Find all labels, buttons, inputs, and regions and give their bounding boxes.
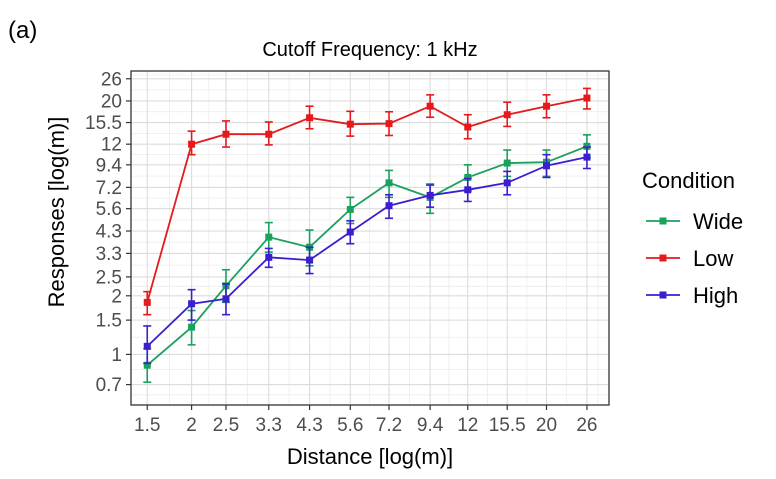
data-point [188, 300, 196, 308]
data-point [265, 253, 273, 261]
x-tick-label: 2.5 [213, 415, 239, 436]
y-tick-label: 15.5 [85, 113, 122, 134]
legend-key-marker [659, 291, 667, 299]
legend-label: Wide [693, 209, 743, 234]
x-tick-label: 9.4 [417, 415, 444, 436]
y-tick-label: 7.2 [96, 178, 122, 199]
data-point [306, 114, 314, 122]
y-tick-label: 2 [111, 286, 122, 307]
data-point [188, 323, 196, 331]
series-high [143, 146, 591, 365]
data-point [143, 298, 151, 306]
data-point [464, 123, 472, 131]
x-tick-label: 4.3 [296, 415, 322, 436]
y-tick-label: 20 [101, 91, 122, 112]
y-tick-label: 1 [111, 345, 122, 366]
data-point [188, 140, 196, 148]
x-tick-label: 26 [576, 415, 597, 436]
data-point [265, 130, 273, 138]
data-point [346, 120, 354, 128]
legend-item-low: Low [646, 246, 733, 271]
data-point [143, 342, 151, 350]
x-tick-label: 15.5 [489, 415, 526, 436]
data-point [385, 120, 393, 128]
data-point [503, 159, 511, 167]
y-tick-label: 26 [101, 69, 122, 90]
legend-label: Low [693, 246, 733, 271]
y-tick-label: 4.3 [96, 222, 122, 243]
data-point [426, 191, 434, 199]
series-low [143, 87, 591, 316]
data-point [143, 361, 151, 369]
chart-title: Cutoff Frequency: 1 kHz [262, 39, 477, 61]
data-point [543, 102, 551, 110]
x-tick-label: 3.3 [256, 415, 282, 436]
series-line [146, 145, 588, 366]
data-point [385, 202, 393, 210]
plot-border [130, 70, 610, 406]
data-point [222, 130, 230, 138]
data-point [265, 233, 273, 241]
x-tick-label: 2 [186, 415, 197, 436]
legend: Condition Wide Low High [642, 168, 743, 308]
data-point [543, 162, 551, 170]
data-point [464, 186, 472, 194]
data-point [385, 179, 393, 187]
data-point [583, 94, 591, 102]
legend-label: High [693, 283, 738, 308]
series-layer [143, 87, 591, 384]
data-point [222, 295, 230, 303]
x-axis-label: Distance [log(m)] [287, 444, 453, 469]
y-tick-label: 12 [101, 135, 122, 156]
plot-panel [131, 71, 609, 405]
y-tick-label: 2.5 [96, 267, 122, 288]
data-point [464, 173, 472, 181]
data-point [346, 228, 354, 236]
axes-layer: 1.5 2 2.5 3.3 4.3 5.6 7.2 9.4 12 15.5 20 260.711.52… [85, 69, 610, 436]
y-tick-label: 5.6 [96, 199, 122, 220]
x-tick-label: 12 [457, 415, 478, 436]
data-point [306, 256, 314, 264]
y-tick-label: 0.7 [96, 375, 122, 396]
x-tick-label: 5.6 [337, 415, 363, 436]
legend-item-wide: Wide [646, 209, 743, 234]
data-point [583, 153, 591, 161]
legend-key-marker [659, 217, 667, 225]
x-tick-label: 20 [536, 415, 557, 436]
data-point [503, 111, 511, 119]
data-point [503, 179, 511, 187]
y-tick-label: 1.5 [96, 311, 122, 332]
series-line [146, 156, 588, 348]
y-tick-label: 9.4 [96, 155, 123, 176]
legend-key-marker [659, 254, 667, 262]
y-axis-label: Responses [log(m)] [44, 117, 69, 308]
x-tick-label: 7.2 [376, 415, 402, 436]
legend-title: Condition [642, 168, 735, 193]
data-point [346, 205, 354, 213]
series-line [146, 97, 588, 303]
y-tick-label: 3.3 [96, 244, 122, 265]
legend-item-high: High [646, 283, 738, 308]
data-point [426, 102, 434, 110]
panel-label: (a) [8, 17, 37, 44]
x-tick-label: 1.5 [134, 415, 160, 436]
